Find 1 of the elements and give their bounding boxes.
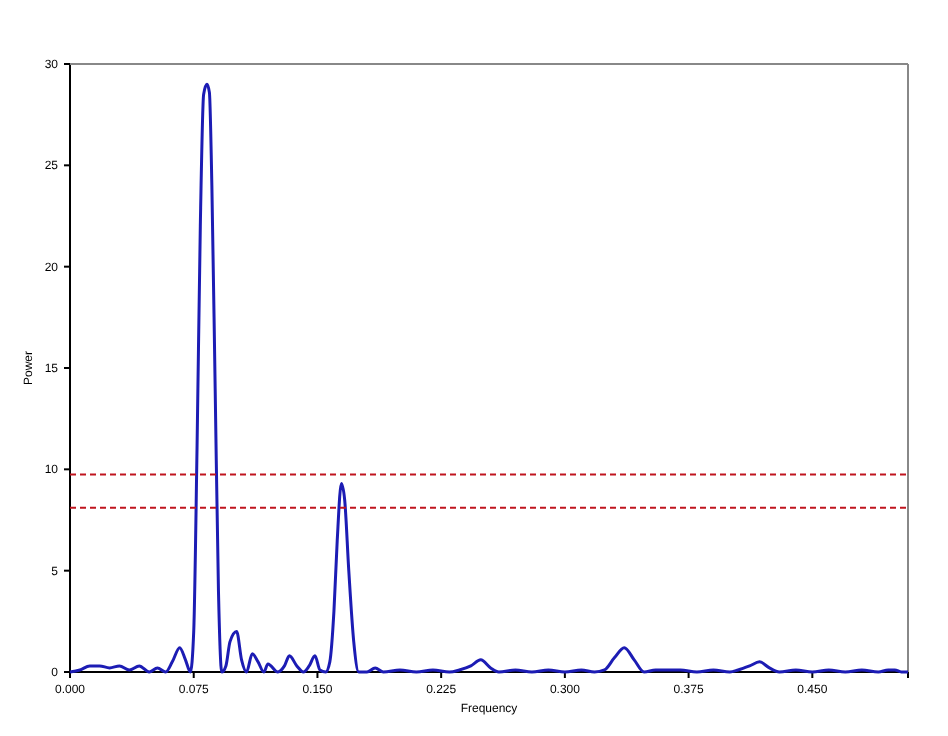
line-series bbox=[68, 82, 910, 674]
